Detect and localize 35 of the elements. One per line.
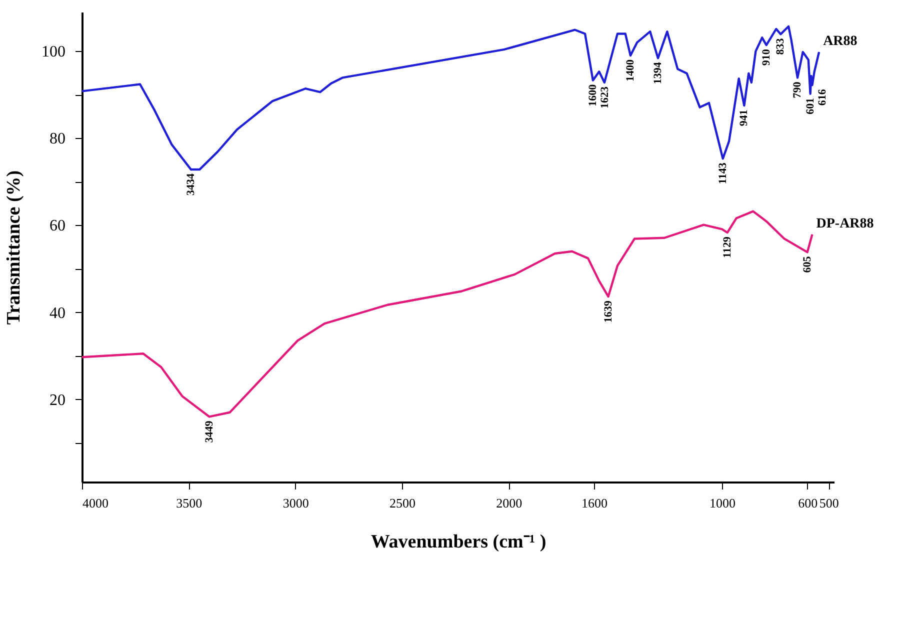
- annotation: 1639: [602, 300, 614, 323]
- y-tick-label: 40: [50, 304, 66, 322]
- x-tick-label: 1000: [710, 496, 736, 510]
- annotation: 601: [804, 98, 816, 114]
- annotation: 1600: [586, 84, 599, 106]
- x-tick-label: 1600: [582, 496, 608, 510]
- x-tick-label: 2500: [390, 496, 416, 510]
- annotation: 3449: [203, 420, 216, 443]
- x-tick-label: 2000: [496, 496, 522, 510]
- annotation: 941: [738, 110, 750, 126]
- y-tick-label: 80: [50, 130, 66, 148]
- annotation: 910: [760, 48, 772, 66]
- annotation: 1143: [716, 162, 729, 184]
- x-tick-label: 500: [819, 496, 839, 510]
- annotation: 1400: [624, 59, 636, 82]
- line-series: [80, 210, 814, 418]
- annotation: 605: [801, 256, 814, 273]
- series-label: DP-AR88: [816, 216, 874, 232]
- annotation: 1623: [598, 86, 611, 108]
- x-tick-label: 3000: [282, 496, 309, 510]
- x-tick-label: 3500: [176, 496, 202, 510]
- x-tick-label: 600: [798, 496, 818, 510]
- x-axis-title: Wavenumbers (cm⁻¹ ): [370, 532, 546, 552]
- annotation: 1129: [721, 236, 734, 258]
- x-tick-label: 4000: [82, 496, 108, 510]
- annotation: 3434: [185, 173, 198, 196]
- annotation: 790: [792, 81, 804, 98]
- y-tick-label: 20: [50, 392, 66, 409]
- annotation: 833: [774, 38, 787, 55]
- y-tick-label: 60: [50, 218, 66, 235]
- y-tick-label: 100: [42, 44, 66, 61]
- y-axis-title: Transmittance (%): [4, 170, 24, 325]
- series-label: AR88: [823, 34, 858, 50]
- annotation: 616: [816, 88, 828, 106]
- annotation: 1394: [652, 62, 664, 84]
